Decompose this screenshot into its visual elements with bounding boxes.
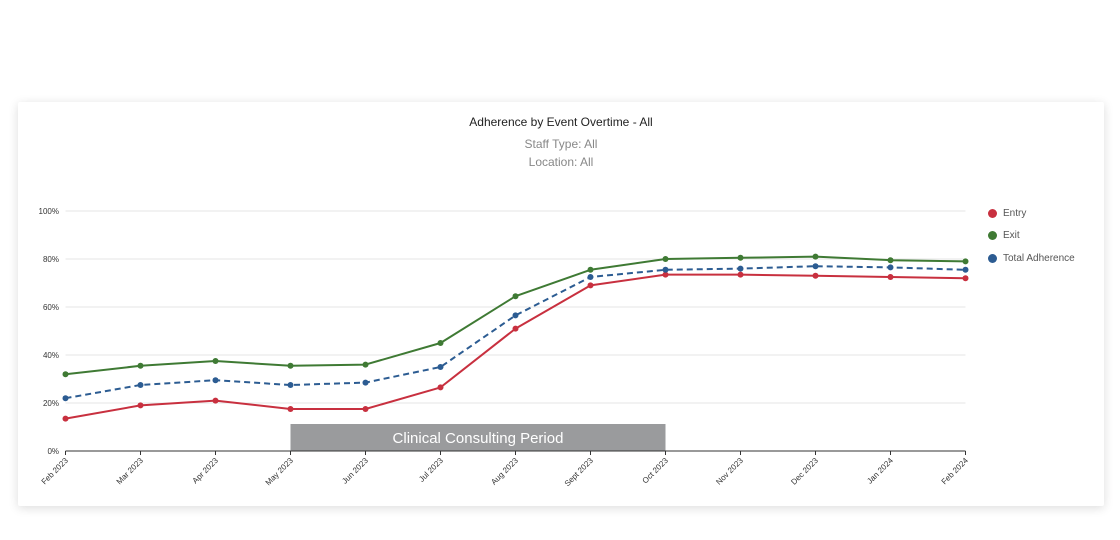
data-point-total-adherence [737, 265, 744, 272]
y-tick-label: 0% [47, 447, 59, 456]
data-point-entry [512, 325, 519, 332]
data-point-entry [887, 274, 894, 280]
chart-subtitle-staff-type: Staff Type: All [524, 137, 598, 151]
data-point-total-adherence [887, 264, 894, 271]
data-point-entry [212, 397, 219, 404]
x-tick-label: May 2023 [264, 456, 296, 488]
data-point-exit [587, 266, 594, 273]
data-point-exit [662, 256, 669, 262]
y-tick-label: 40% [43, 351, 59, 360]
x-tick-label: Nov 2023 [714, 456, 745, 487]
series-line-total-adherence [65, 265, 966, 400]
legend-dot-icon [988, 208, 997, 218]
legend-dot-icon [988, 253, 997, 263]
x-tick-label: Feb 2023 [40, 456, 71, 487]
legend-item-exit[interactable]: Exit [988, 225, 1075, 248]
x-tick-label: Aug 2023 [489, 456, 520, 487]
data-point-exit [437, 340, 444, 346]
legend-label: Total Adherence [1003, 252, 1075, 264]
data-point-total-adherence [212, 377, 219, 384]
data-point-exit [212, 358, 219, 364]
x-tick-label: Mar 2023 [115, 456, 146, 487]
data-point-exit [62, 371, 69, 378]
data-point-total-adherence [437, 364, 444, 370]
x-tick-label: Jan 2024 [865, 456, 895, 486]
legend-label: Exit [1003, 230, 1020, 242]
data-point-entry [137, 402, 144, 409]
data-point-exit [512, 293, 519, 300]
data-point-exit [962, 258, 969, 265]
data-point-entry [662, 271, 669, 278]
x-tick-label: Dec 2023 [789, 456, 820, 487]
data-point-total-adherence [662, 266, 669, 273]
data-point-entry [737, 271, 744, 278]
line-chart: 0% 20% 40% 60% 80% 100% Clinical Consulting Pe… [39, 207, 971, 489]
data-point-entry [812, 272, 819, 279]
data-point-total-adherence [137, 382, 144, 388]
data-point-total-adherence [287, 382, 294, 388]
data-point-total-adherence [512, 312, 519, 319]
chart-card: Adherence by Event Overtime - All Staff … [18, 102, 1104, 506]
y-tick-label: 20% [43, 399, 59, 408]
data-point-exit [887, 257, 894, 264]
data-point-exit [812, 253, 819, 260]
data-point-total-adherence [62, 395, 69, 402]
data-point-exit [362, 361, 369, 368]
legend-item-total-adherence[interactable]: Total Adherence [988, 247, 1075, 270]
x-tick-label: Oct 2023 [641, 456, 671, 486]
data-point-entry [362, 406, 369, 412]
data-point-entry [587, 282, 594, 289]
x-tick-label: Apr 2023 [191, 456, 221, 486]
data-point-exit [137, 362, 144, 369]
data-point-entry [437, 384, 444, 391]
y-tick-label: 100% [39, 207, 59, 216]
legend-label: Entry [1003, 207, 1027, 219]
data-point-entry [287, 406, 294, 412]
legend-item-entry[interactable]: Entry [988, 202, 1075, 225]
annotation-label: Clinical Consulting Period [393, 430, 564, 447]
annotation-band [290, 424, 666, 451]
data-point-total-adherence [362, 379, 369, 386]
y-tick-label: 60% [43, 303, 59, 312]
chart-subtitle-location: Location: All [528, 155, 594, 169]
x-tick-label: Jun 2023 [340, 456, 370, 486]
data-point-entry [962, 275, 969, 282]
data-point-exit [287, 362, 294, 369]
x-tick-label: Feb 2024 [940, 456, 971, 487]
chart-legend: Entry Exit Total Adherence [988, 202, 1075, 270]
data-point-exit [737, 254, 744, 261]
data-point-total-adherence [812, 263, 819, 270]
legend-dot-icon [988, 231, 997, 241]
chart-title: Adherence by Event Overtime - All [469, 115, 653, 129]
data-point-total-adherence [587, 274, 594, 280]
x-tick-label: Jul 2023 [417, 456, 445, 484]
data-point-entry [62, 415, 69, 422]
y-tick-label: 80% [43, 255, 59, 264]
data-point-total-adherence [962, 266, 969, 273]
x-tick-label: Sept 2023 [563, 456, 596, 489]
